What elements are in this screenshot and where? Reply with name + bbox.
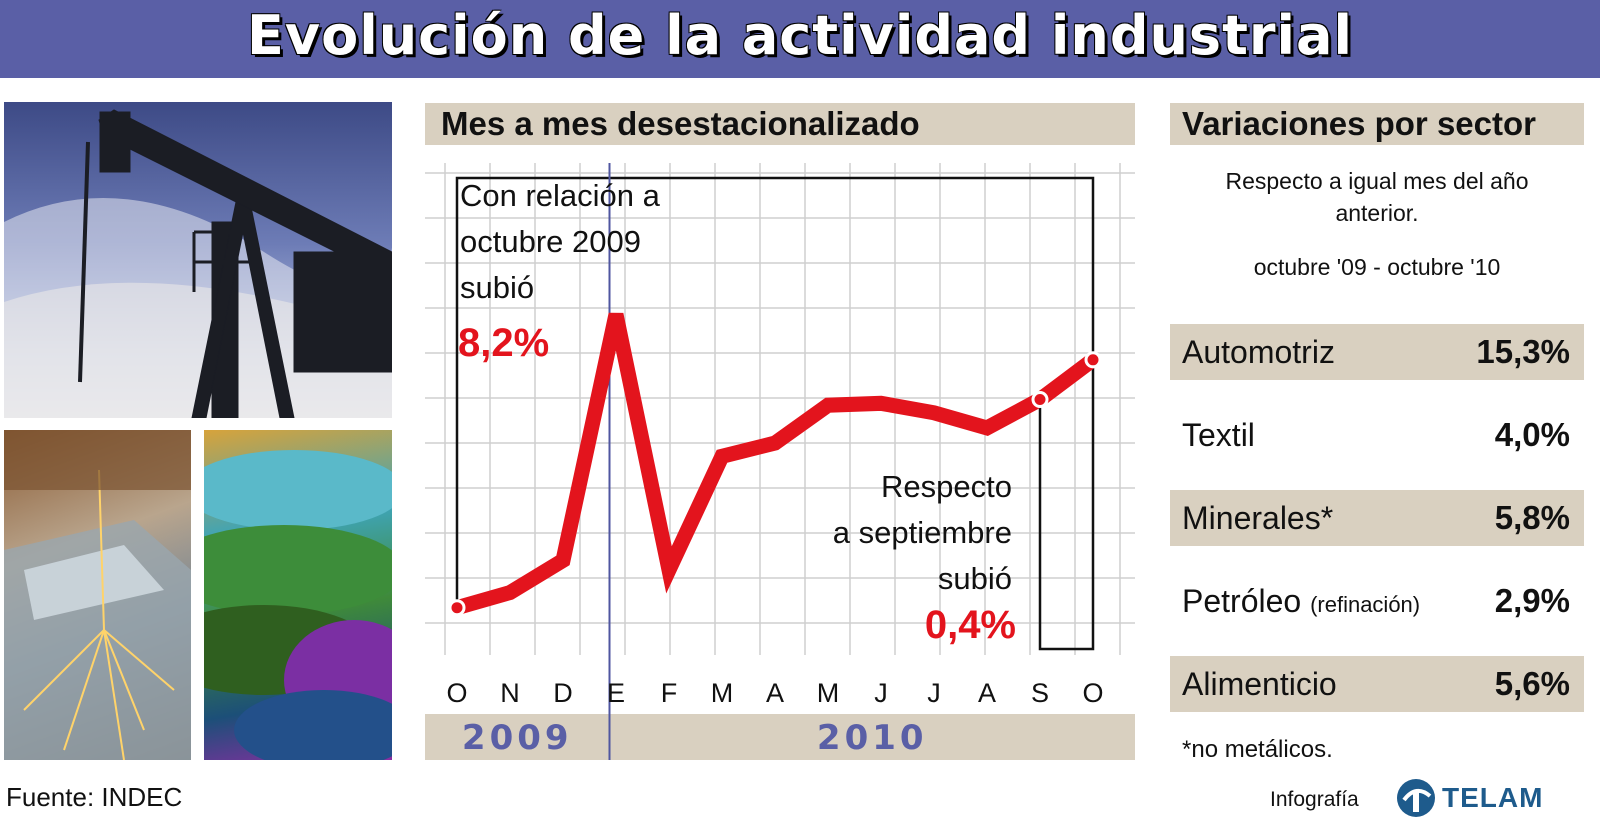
textile-fabric-photo xyxy=(204,430,392,760)
sector-row: Petróleo (refinación) 2,9% xyxy=(1170,573,1584,629)
annotation-text: subió xyxy=(938,561,1012,596)
data-point xyxy=(1084,351,1102,369)
annotation-value: 0,4% xyxy=(925,603,1016,647)
sector-name: Minerales* xyxy=(1182,500,1334,536)
sector-row: Automotriz 15,3% xyxy=(1170,324,1584,380)
annotation-bracket xyxy=(1038,359,1095,651)
telam-logo-icon xyxy=(1397,779,1435,817)
credit-label: Infografía xyxy=(1270,788,1359,811)
credit-brand: TELAM xyxy=(1442,782,1544,813)
chart-title-bar: Mes a mes desestacionalizado xyxy=(425,103,1135,145)
series-line xyxy=(449,312,1101,616)
x-tick-label: M xyxy=(711,678,734,708)
sectors-footnote: *no metálicos. xyxy=(1182,736,1333,763)
year-bar xyxy=(425,714,1135,760)
sector-value: 4,0% xyxy=(1494,416,1570,453)
annotation-value: 8,2% xyxy=(458,321,549,365)
data-point xyxy=(448,599,466,617)
sectors-period: octubre '09 - octubre '10 xyxy=(1253,254,1501,280)
sector-name: Alimenticio xyxy=(1182,666,1337,702)
x-tick-label: J xyxy=(874,678,888,708)
x-tick-label: D xyxy=(553,678,573,708)
annotation-text: a septiembre xyxy=(833,515,1012,550)
car-factory-photo xyxy=(4,430,191,760)
x-tick-label: E xyxy=(607,678,625,708)
year-label: 2010 xyxy=(817,718,928,758)
annotation-bracket xyxy=(455,176,1095,608)
sector-name: Automotriz xyxy=(1182,334,1335,370)
sector-name-text: Petróleo xyxy=(1182,583,1302,619)
sector-note: (refinación) xyxy=(1310,592,1421,617)
sector-row: Textil 4,0% xyxy=(1170,407,1584,463)
annotation-text: subió xyxy=(460,270,534,305)
sector-value: 2,9% xyxy=(1494,582,1570,619)
x-tick-label: F xyxy=(661,678,678,708)
x-tick-label: M xyxy=(817,678,840,708)
x-tick-label: O xyxy=(1082,678,1103,708)
sectors-subtitle-line-2: anterior. xyxy=(1335,200,1419,226)
annotation-text: octubre 2009 xyxy=(460,224,641,259)
x-tick-label: A xyxy=(766,678,784,708)
sector-value: 5,6% xyxy=(1494,665,1570,702)
x-tick-label: N xyxy=(500,678,520,708)
page-title: Evolución de la actividad industrial xyxy=(247,4,1353,67)
source-note: Fuente: INDEC xyxy=(6,782,183,812)
sector-name: Petróleo (refinación) xyxy=(1182,583,1420,620)
x-tick-label: O xyxy=(446,678,467,708)
title-banner: Evolución de la actividad industrial xyxy=(0,0,1600,78)
year-label: 2009 xyxy=(462,718,573,758)
sectors-subtitle-line-1: Respecto a igual mes del año xyxy=(1225,168,1529,194)
data-point xyxy=(1031,391,1049,409)
sector-row: Alimenticio 5,6% xyxy=(1170,656,1584,712)
sectors-title: Variaciones por sector xyxy=(1182,105,1536,142)
sectors-title-bar: Variaciones por sector xyxy=(1170,103,1584,145)
sector-value: 15,3% xyxy=(1476,333,1570,370)
annotation-text: Respecto xyxy=(881,469,1012,504)
sector-row: Minerales* 5,8% xyxy=(1170,490,1584,546)
credit: Infografía TELAM xyxy=(1270,778,1590,818)
x-tick-label: J xyxy=(927,678,941,708)
oil-pump-photo xyxy=(4,102,392,418)
x-tick-label: S xyxy=(1031,678,1049,708)
sector-value: 5,8% xyxy=(1494,499,1570,536)
chart-title: Mes a mes desestacionalizado xyxy=(441,105,920,142)
annotation-text: Con relación a xyxy=(460,178,661,213)
x-tick-label: A xyxy=(978,678,996,708)
sector-name: Textil xyxy=(1182,417,1255,453)
